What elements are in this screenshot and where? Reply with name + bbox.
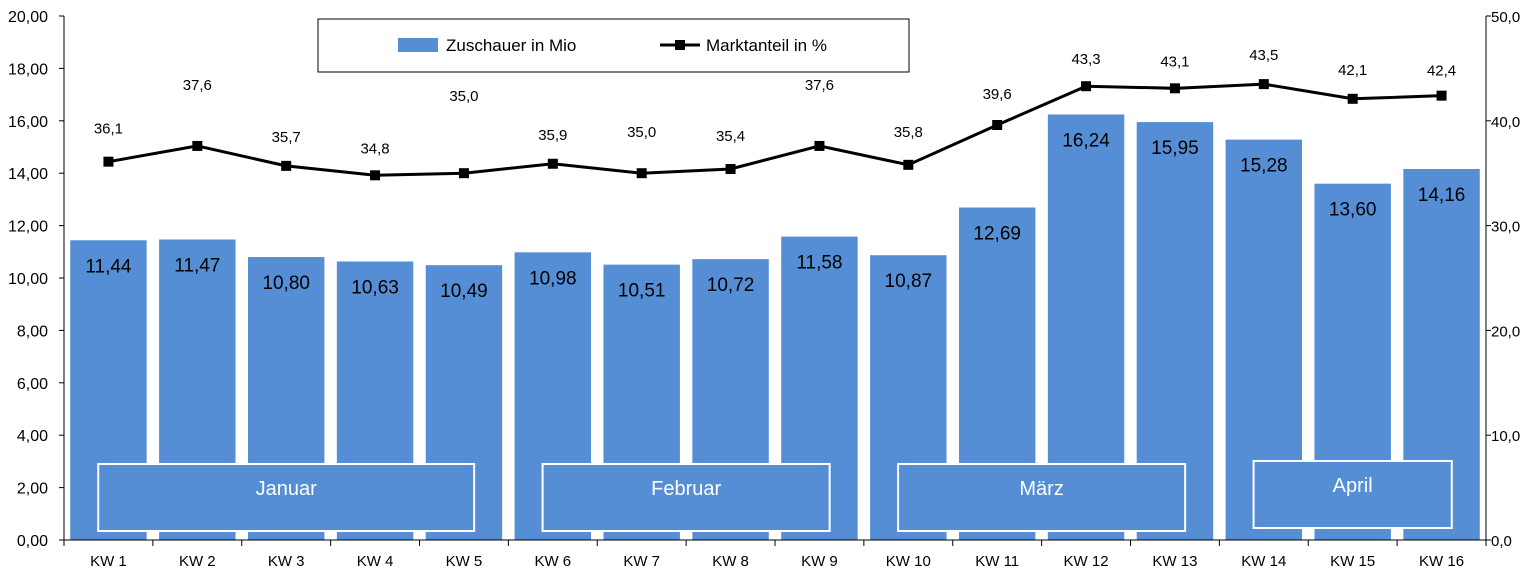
line-value-label: 35,7 bbox=[272, 129, 301, 146]
month-box-2 bbox=[541, 463, 831, 532]
x-tick-label: KW 5 bbox=[446, 553, 483, 570]
line-marker bbox=[1258, 79, 1269, 90]
bar-value-label: 16,24 bbox=[1062, 131, 1110, 152]
line-marker bbox=[103, 156, 114, 167]
x-tick-label: KW 6 bbox=[534, 553, 571, 570]
line-marker bbox=[458, 168, 469, 179]
legend-line-label: Marktanteil in % bbox=[706, 36, 827, 55]
line-value-label: 35,4 bbox=[716, 128, 745, 145]
x-tick-label: KW 3 bbox=[268, 553, 305, 570]
month-box-label: Januar bbox=[256, 478, 317, 500]
y-right-tick-label: 0,0 bbox=[1491, 533, 1512, 550]
x-tick-label: KW 13 bbox=[1152, 553, 1197, 570]
month-box-label: März bbox=[1019, 478, 1063, 500]
line-value-label: 43,3 bbox=[1071, 51, 1100, 68]
y-right-tick-label: 30,0 bbox=[1491, 219, 1520, 236]
bar-value-label: 10,80 bbox=[262, 273, 310, 294]
y-right-tick-label: 20,0 bbox=[1491, 323, 1520, 340]
bar-value-label: 15,95 bbox=[1151, 138, 1199, 159]
line-marker bbox=[725, 164, 736, 175]
line-marker bbox=[1347, 93, 1358, 104]
line-marker bbox=[547, 158, 558, 169]
bar-value-label: 11,58 bbox=[796, 253, 842, 274]
line-marker bbox=[992, 119, 1003, 130]
x-tick-label: KW 14 bbox=[1241, 553, 1286, 570]
bar-value-label: 10,51 bbox=[618, 281, 666, 302]
line-marker bbox=[1169, 83, 1180, 94]
line-value-label: 43,1 bbox=[1160, 53, 1189, 70]
bar-value-label: 11,47 bbox=[174, 255, 220, 276]
line-value-label: 39,6 bbox=[983, 86, 1012, 103]
bar-value-label: 10,98 bbox=[529, 268, 577, 289]
x-tick-label: KW 11 bbox=[975, 553, 1019, 570]
line-value-label: 37,6 bbox=[805, 77, 834, 94]
line-value-label: 35,0 bbox=[627, 124, 656, 141]
bar-value-label: 10,72 bbox=[707, 275, 755, 296]
line-marker bbox=[636, 168, 647, 179]
bar-value-label: 11,44 bbox=[85, 256, 132, 277]
bar-value-label: 14,16 bbox=[1418, 185, 1466, 206]
x-tick-label: KW 1 bbox=[90, 553, 127, 570]
legend-bar-swatch bbox=[398, 38, 438, 52]
line-value-label: 35,0 bbox=[449, 88, 478, 105]
x-tick-label: KW 4 bbox=[357, 553, 394, 570]
line-value-label: 42,4 bbox=[1427, 63, 1456, 80]
bar-value-label: 10,63 bbox=[351, 277, 399, 298]
line-value-label: 35,8 bbox=[894, 124, 923, 141]
bar-value-label: 10,49 bbox=[440, 281, 488, 302]
line-value-label: 36,1 bbox=[94, 121, 123, 138]
line-marker bbox=[1436, 90, 1447, 101]
y-left-tick-label: 2,00 bbox=[17, 481, 48, 498]
line-series-marktanteil bbox=[108, 82, 1442, 177]
month-box-1 bbox=[97, 463, 476, 532]
line-marker bbox=[370, 170, 381, 181]
y-left-tick-label: 14,00 bbox=[8, 166, 48, 183]
y-left-tick-label: 16,00 bbox=[8, 114, 48, 131]
line-value-label: 43,5 bbox=[1249, 47, 1278, 64]
line-marker bbox=[903, 159, 914, 170]
x-tick-label: KW 15 bbox=[1330, 553, 1375, 570]
y-left-tick-label: 18,00 bbox=[8, 61, 48, 78]
line-marker bbox=[192, 140, 203, 151]
legend-line-marker bbox=[675, 40, 685, 50]
x-tick-label: KW 16 bbox=[1419, 553, 1464, 570]
y-right-tick-label: 10,0 bbox=[1491, 428, 1520, 445]
y-right-tick-label: 40,0 bbox=[1491, 114, 1520, 131]
line-value-label: 34,8 bbox=[360, 140, 389, 157]
y-left-tick-label: 20,00 bbox=[8, 9, 48, 26]
month-box-label: April bbox=[1333, 475, 1373, 497]
month-box-3 bbox=[897, 463, 1187, 532]
month-box-4 bbox=[1252, 460, 1453, 529]
bar-value-label: 13,60 bbox=[1329, 200, 1377, 221]
line-value-label: 35,9 bbox=[538, 127, 567, 144]
y-left-tick-label: 10,00 bbox=[8, 271, 48, 288]
line-marker bbox=[814, 140, 825, 151]
line-marker bbox=[1081, 81, 1092, 92]
x-tick-label: KW 8 bbox=[712, 553, 749, 570]
legend-bar-label: Zuschauer in Mio bbox=[446, 36, 576, 55]
y-left-tick-label: 6,00 bbox=[17, 376, 48, 393]
bar-value-label: 10,87 bbox=[885, 271, 933, 292]
x-tick-label: KW 7 bbox=[623, 553, 660, 570]
bar-value-label: 12,69 bbox=[973, 224, 1021, 245]
y-right-tick-label: 50,0 bbox=[1491, 9, 1520, 26]
month-box-label: Februar bbox=[651, 478, 721, 500]
line-marker bbox=[281, 160, 292, 171]
y-left-tick-label: 12,00 bbox=[8, 219, 48, 236]
x-tick-label: KW 10 bbox=[886, 553, 931, 570]
y-left-tick-label: 0,00 bbox=[17, 533, 48, 550]
y-left-tick-label: 4,00 bbox=[17, 428, 48, 445]
bar-value-label: 15,28 bbox=[1240, 156, 1288, 177]
y-left-tick-label: 8,00 bbox=[17, 323, 48, 340]
line-value-label: 37,6 bbox=[183, 77, 212, 94]
x-tick-label: KW 12 bbox=[1064, 553, 1109, 570]
x-tick-label: KW 9 bbox=[801, 553, 838, 570]
line-value-label: 42,1 bbox=[1338, 62, 1367, 79]
x-tick-label: KW 2 bbox=[179, 553, 216, 570]
